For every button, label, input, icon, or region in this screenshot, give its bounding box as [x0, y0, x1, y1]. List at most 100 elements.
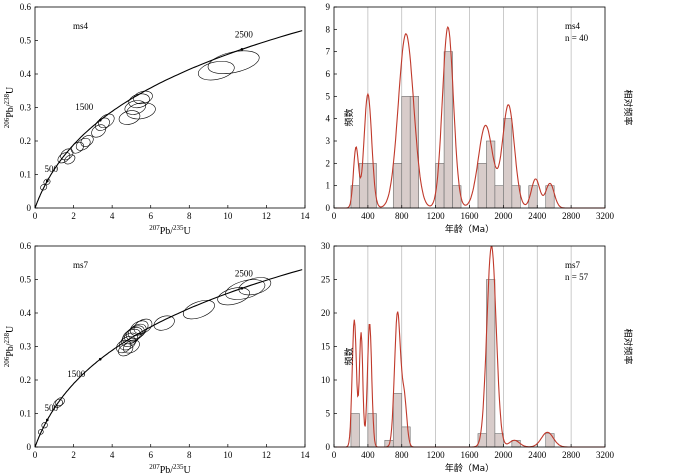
- y-tick-label: 0.5: [20, 36, 32, 46]
- y-tick-label: 0.4: [20, 69, 32, 79]
- x-tick-label: 14: [301, 211, 311, 221]
- error-ellipse: [182, 300, 215, 320]
- x-tick-label: 8: [187, 211, 192, 221]
- error-ellipse: [55, 397, 65, 407]
- age-marker-label: 1500: [75, 102, 94, 112]
- age-marker-dot: [240, 47, 244, 51]
- histogram-bar: [401, 96, 411, 209]
- x-tick-label: 400: [361, 211, 375, 221]
- histogram-bar: [392, 163, 403, 209]
- histogram-bar: [511, 439, 521, 448]
- x-tick-label: 2800: [562, 450, 581, 460]
- x-axis-title: 年龄（Ma）: [445, 462, 494, 474]
- x-tick-label: 0: [33, 211, 38, 221]
- x-tick-label: 6: [148, 211, 153, 221]
- age-marker-label: 500: [45, 164, 59, 174]
- x-tick-label: 10: [223, 450, 233, 460]
- x-tick-label: 3200: [596, 450, 615, 460]
- y-tick-label: 0.3: [20, 103, 32, 113]
- error-ellipse: [133, 318, 153, 335]
- x-tick-label: 0: [332, 450, 337, 460]
- age-marker-dot: [45, 418, 49, 422]
- error-ellipse: [80, 135, 94, 147]
- sample-label: ms7: [73, 260, 89, 270]
- y-tick-label: 0: [326, 203, 331, 213]
- error-ellipse: [133, 90, 153, 105]
- x-tick-label: 2400: [528, 450, 547, 460]
- x-tick-label: 2000: [494, 450, 513, 460]
- error-ellipse: [127, 323, 147, 340]
- y-tick-label: 5: [326, 409, 331, 419]
- y-tick-label: 7: [326, 47, 331, 57]
- y-tick-label: 0: [326, 442, 331, 452]
- sample-count-label: n = 40: [565, 33, 589, 43]
- x-tick-label: 4: [110, 450, 115, 460]
- y-axis-title: 频数: [343, 347, 355, 365]
- x-tick-label: 800: [395, 211, 409, 221]
- x-tick-label: 1600: [461, 450, 480, 460]
- error-ellipse: [207, 50, 260, 74]
- error-ellipse: [64, 154, 76, 165]
- x-tick-label: 2: [71, 450, 76, 460]
- error-ellipse: [225, 279, 266, 300]
- x-tick-label: 2400: [528, 211, 547, 221]
- y-axis-title: 频数: [343, 108, 355, 126]
- y-tick-label: 0.2: [20, 375, 31, 385]
- histogram-panel-ms4: 0 400 800 1200 1600 2000 2400 2800 3200 0 1 2 3 4 5 6 7 8…: [326, 2, 635, 235]
- error-ellipse: [118, 343, 134, 357]
- y-tick-label: 25: [321, 275, 331, 285]
- y-tick-label: 6: [326, 69, 331, 79]
- plot-frame: [34, 245, 306, 448]
- age-marker-label: 500: [45, 403, 59, 413]
- error-ellipse: [43, 178, 51, 186]
- sample-label: ms7: [565, 260, 581, 270]
- age-marker-dot: [98, 357, 102, 361]
- y-tick-label: 0.3: [20, 342, 32, 352]
- sample-label: ms4: [565, 21, 581, 31]
- histogram-bar: [350, 413, 360, 448]
- x-tick-label: 1600: [461, 211, 480, 221]
- error-ellipse: [124, 100, 147, 115]
- histogram-bar: [545, 433, 555, 448]
- histogram-bar: [494, 433, 504, 448]
- y2-axis-title: 相对频率: [622, 328, 634, 364]
- age-marker-label: 1500: [67, 369, 86, 379]
- x-tick-label: 6: [148, 450, 153, 460]
- y-tick-label: 20: [321, 308, 331, 318]
- x-tick-label: 1200: [427, 450, 446, 460]
- error-ellipse: [40, 184, 48, 191]
- y-axis-title: 206Pb/238U: [3, 86, 16, 128]
- error-ellipse: [123, 339, 140, 354]
- error-ellipse: [41, 422, 48, 429]
- x-axis-title: 207Pb/235U: [149, 224, 191, 237]
- x-tick-label: 2: [71, 211, 76, 221]
- x-tick-label: 0: [332, 211, 337, 221]
- y-tick-label: 0.6: [20, 241, 32, 251]
- x-tick-label: 2800: [562, 211, 581, 221]
- histogram-bar: [477, 163, 487, 209]
- age-marker-label: 2500: [235, 29, 254, 39]
- error-ellipse: [217, 287, 250, 306]
- error-ellipse: [128, 93, 150, 109]
- concordia-curve: [34, 269, 303, 448]
- x-tick-label: 4: [110, 211, 115, 221]
- x-tick-label: 12: [262, 211, 271, 221]
- y-tick-label: 0: [27, 442, 32, 452]
- x-tick-label: 800: [395, 450, 409, 460]
- y-tick-label: 0: [27, 203, 32, 213]
- x-tick-label: 3200: [596, 211, 615, 221]
- x-tick-label: 2000: [494, 211, 513, 221]
- y-tick-label: 0.1: [20, 409, 31, 419]
- histogram-bar: [503, 118, 513, 209]
- y-tick-label: 1: [326, 181, 331, 191]
- error-ellipse: [37, 429, 44, 435]
- histogram-bar: [392, 393, 403, 448]
- histogram-bar: [494, 185, 504, 209]
- kde-curve: [334, 25, 605, 209]
- error-ellipse: [118, 110, 141, 125]
- sample-label: ms4: [73, 21, 89, 31]
- concordia-panel-ms4: 0 2 4 6 8 10 12 14 0 0.1 0.2 0.3 0.4 0.5 0.6 500 1500 250…: [3, 2, 310, 237]
- y-tick-label: 5: [326, 91, 331, 101]
- y-tick-label: 0.2: [20, 136, 31, 146]
- histogram-bar: [486, 140, 496, 209]
